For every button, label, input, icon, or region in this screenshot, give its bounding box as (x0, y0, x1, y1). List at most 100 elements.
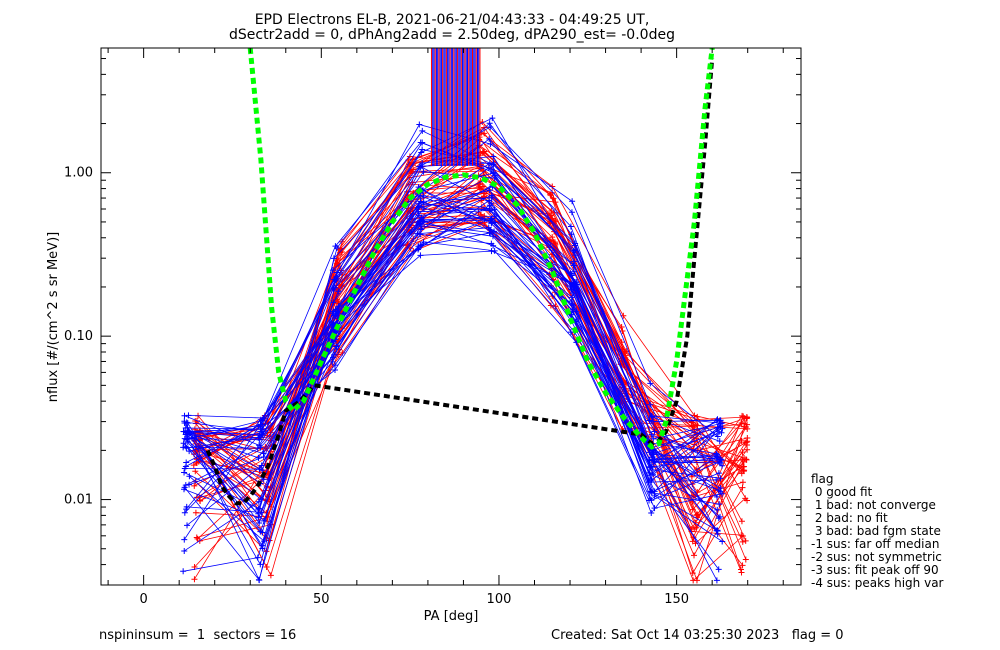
blue-point (570, 280, 577, 287)
red-point (481, 130, 488, 137)
blue-point (332, 277, 339, 284)
blue-trace (188, 241, 723, 509)
red-point (740, 413, 747, 420)
blue-point (417, 231, 424, 238)
blue-point (261, 538, 268, 545)
red-point (552, 303, 559, 310)
blue-point (650, 418, 657, 425)
blue-point (183, 419, 190, 426)
blue-point (715, 566, 722, 573)
blue-point (573, 281, 580, 288)
blue-trace (184, 205, 719, 532)
blue-point (258, 509, 265, 516)
legend-title: flag (811, 472, 834, 486)
blue-point (254, 554, 261, 561)
red-point (478, 185, 485, 192)
blue-point (487, 207, 494, 214)
blue-point (569, 294, 576, 301)
blue-point (569, 198, 576, 205)
legend-item: 1 bad: not converge (811, 498, 936, 512)
blue-point (180, 568, 187, 575)
x-tick-label: 100 (487, 592, 512, 607)
blue-point (186, 431, 193, 438)
blue-point (255, 505, 262, 512)
red-point (744, 497, 751, 504)
blue-point (491, 247, 498, 254)
red-point (691, 552, 698, 559)
blue-point (418, 214, 425, 221)
blue-point (335, 303, 342, 310)
blue-point (259, 426, 266, 433)
red-point (739, 484, 746, 491)
blue-point (486, 230, 493, 237)
blue-point (182, 443, 189, 450)
blue-point (257, 528, 264, 535)
blue-point (717, 513, 724, 520)
blue-point (487, 227, 494, 234)
blue-point (416, 121, 423, 128)
blue-point (716, 457, 723, 464)
red-point (694, 422, 701, 429)
red-point (551, 239, 558, 246)
y-tick-label: 0.01 (64, 493, 93, 508)
red-point (742, 439, 749, 446)
red-point (693, 512, 700, 519)
legend-item: 3 bad: bad fgm state (811, 524, 941, 538)
x-tick-label: 0 (139, 592, 147, 607)
blue-point (181, 536, 188, 543)
blue-point (571, 268, 578, 275)
red-point (743, 413, 750, 420)
y-axis-label: nflux [#/(cm^2 s sr MeV)] (46, 232, 61, 402)
blue-point (571, 262, 578, 269)
red-point (549, 234, 556, 241)
blue-point (568, 209, 575, 216)
red-point (337, 249, 344, 256)
blue-trace (188, 195, 722, 463)
blue-point (419, 127, 426, 134)
y-tick-label: 1.00 (64, 166, 93, 181)
data-layer (180, 48, 751, 584)
blue-point (719, 462, 726, 469)
red-point (742, 537, 749, 544)
plot-frame (100, 47, 802, 586)
blue-point (719, 425, 726, 432)
red-trace (194, 174, 742, 573)
blue-trace (184, 209, 718, 476)
blue-point (184, 424, 191, 431)
axes: 0 50 100 150 0.01 0.10 1.00 (64, 48, 801, 607)
red-point (693, 577, 700, 584)
blue-point (651, 505, 658, 512)
blue-point (257, 444, 264, 451)
blue-point (420, 205, 427, 212)
blue-point (331, 338, 338, 345)
red-point (744, 446, 751, 453)
red-point (197, 497, 204, 504)
blue-point (719, 538, 726, 545)
blue-point (256, 519, 263, 526)
red-point (339, 238, 346, 245)
red-point (692, 519, 699, 526)
blue-point (260, 453, 267, 460)
blue-point (257, 561, 264, 568)
blue-point (335, 288, 342, 295)
blue-point (715, 470, 722, 477)
red-point (547, 302, 554, 309)
blue-point (714, 451, 721, 458)
blue-point (567, 329, 574, 336)
blue-point (651, 456, 658, 463)
blue-point (416, 203, 423, 210)
blue-point (333, 269, 340, 276)
x-axis-label: PA [deg] (424, 609, 479, 624)
blue-point (183, 503, 190, 510)
blue-point (184, 439, 191, 446)
blue-point (567, 223, 574, 230)
blue-trace (186, 184, 720, 513)
red-point (691, 526, 698, 533)
blue-point (417, 192, 424, 199)
blue-trace (185, 195, 720, 533)
blue-point (713, 476, 720, 483)
blue-point (330, 308, 337, 315)
red-trace (196, 214, 745, 557)
blue-trace (185, 250, 720, 501)
